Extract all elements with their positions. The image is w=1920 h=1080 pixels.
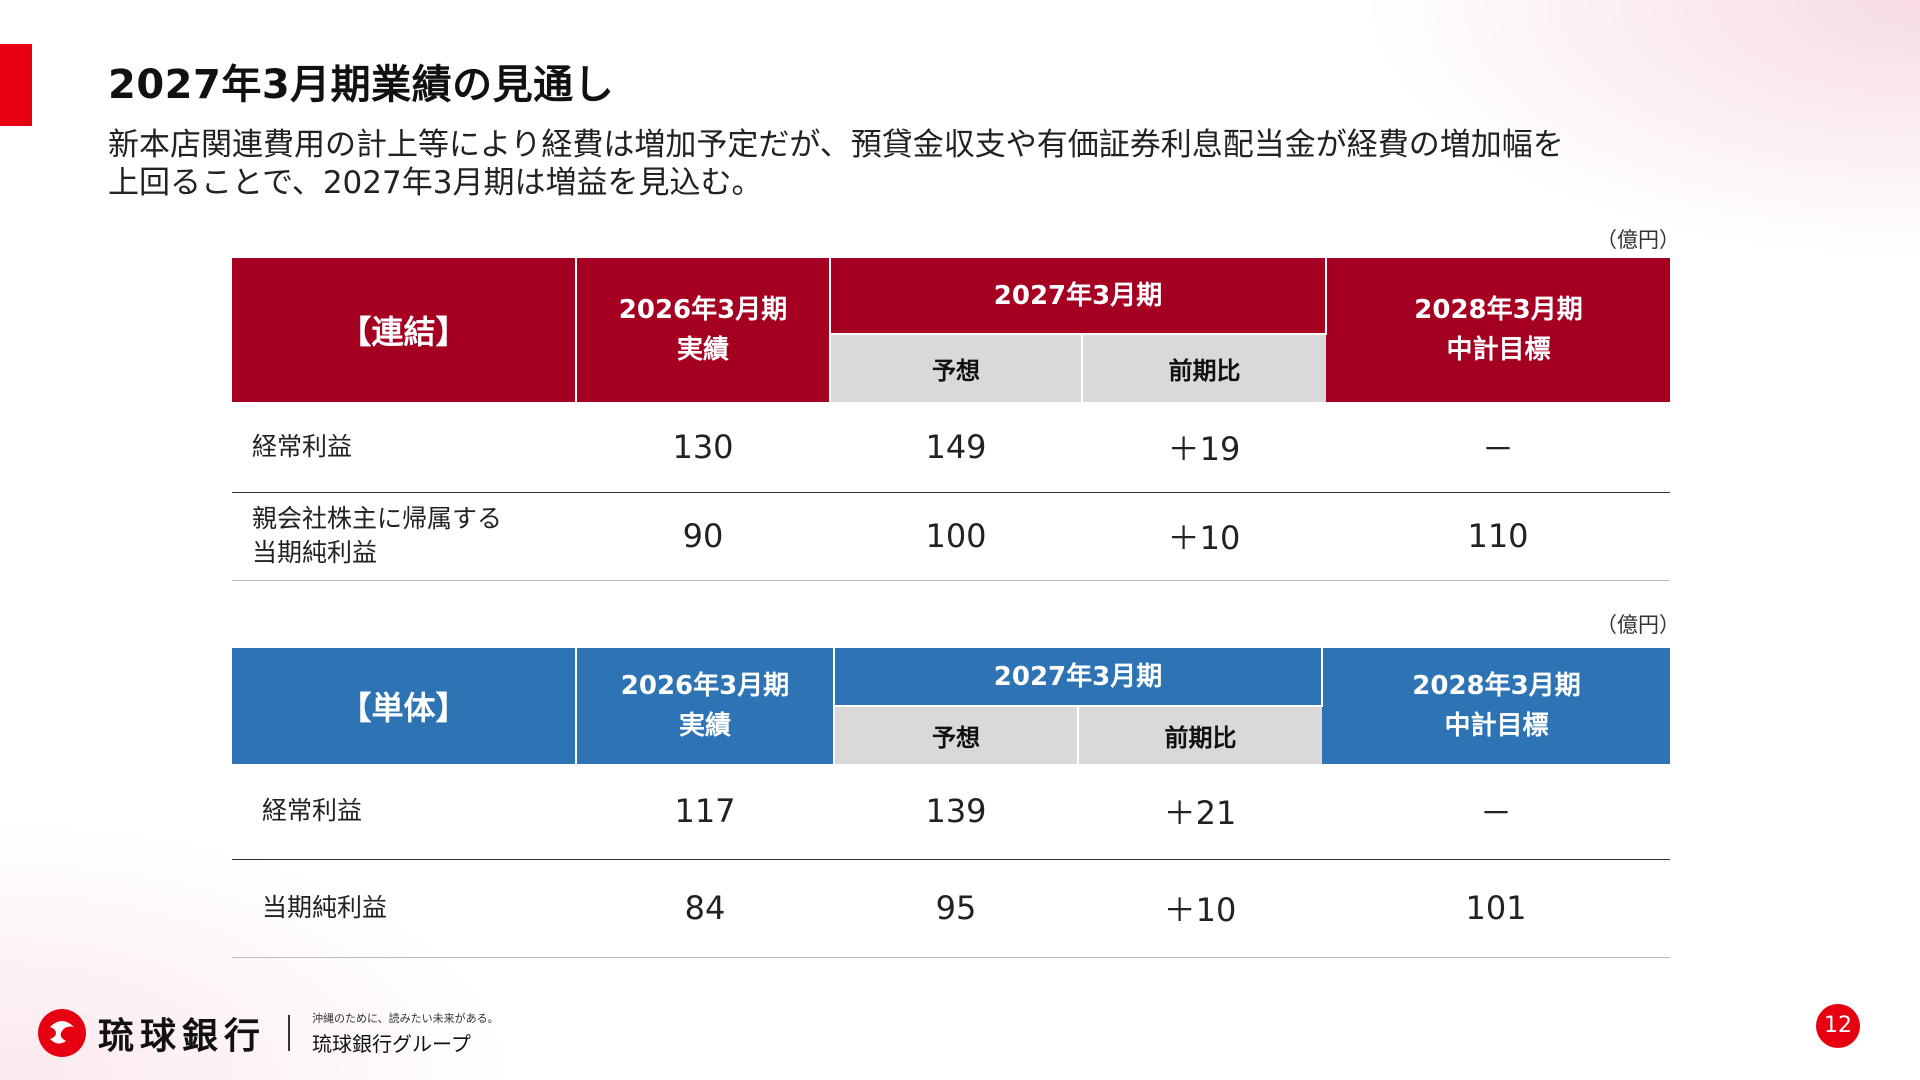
unit-label: （億円） <box>1596 613 1680 637</box>
group-block: 沖縄のために、読みたい未来がある。 琉球銀行グループ <box>312 1010 499 1057</box>
column-header-target: 2028年3月期 中計目標 <box>1322 648 1670 764</box>
segment-header: 【連結】 <box>232 258 577 402</box>
column-group-header: 2027年3月期 <box>830 258 1327 334</box>
footer-logo: 琉球銀行 沖縄のために、読みたい未来がある。 琉球銀行グループ <box>36 1007 499 1059</box>
consolidated-table: 【連結】 2026年3月期 実績 2027年3月期 2028年3月期 中計目標 … <box>232 258 1670 581</box>
header-line: 実績 <box>678 711 731 741</box>
column-header-forecast: 予想 <box>834 705 1079 764</box>
lead-text: 新本店関連費用の計上等により経費は増加予定だが、預貸金収支や有価証券利息配当金が… <box>108 126 1828 202</box>
cell-actual: 90 <box>682 517 724 555</box>
column-group-header: 2027年3月期 <box>834 648 1323 706</box>
group-name: 琉球銀行グループ <box>312 1031 471 1056</box>
unit-label: （億円） <box>1596 228 1680 252</box>
column-header-change: 前期比 <box>1078 705 1322 764</box>
cell-actual: 130 <box>672 427 734 466</box>
cell-actual: 117 <box>674 792 736 831</box>
page-title: 2027年3月期業績の見通し <box>108 62 615 108</box>
cell-change: ＋21 <box>1163 794 1237 833</box>
bank-name: 琉球銀行 <box>98 1015 267 1057</box>
row-label-line: 親会社株主に帰属する <box>252 504 503 533</box>
cell-target: － <box>1481 429 1514 468</box>
cell-forecast: 95 <box>935 889 977 927</box>
column-header-change: 前期比 <box>1082 333 1326 402</box>
cell-target: 101 <box>1465 889 1527 927</box>
header-line: 中計目標 <box>1444 711 1549 741</box>
ryukyu-bank-logo-icon <box>38 1009 86 1057</box>
table-row: 経常利益 117 139 ＋21 － <box>232 764 1670 859</box>
cell-actual: 84 <box>684 889 726 927</box>
row-label: 経常利益 <box>252 431 353 461</box>
page-number: 12 <box>1816 1004 1860 1048</box>
standalone-table: 【単体】 2026年3月期 実績 2027年3月期 2028年3月期 中計目標 … <box>232 648 1670 958</box>
cell-forecast: 149 <box>925 427 987 466</box>
row-label: 親会社株主に帰属する 当期純利益 <box>232 492 576 580</box>
background-decoration <box>0 820 520 1080</box>
row-label: 当期純利益 <box>262 893 388 922</box>
cell-target: 110 <box>1467 517 1529 555</box>
lead-text-line: 上回ることで、2027年3月期は増益を見込む。 <box>108 165 763 201</box>
column-header-actual: 2026年3月期 実績 <box>576 258 831 402</box>
header-line: 2028年3月期 <box>1412 671 1581 701</box>
lead-text-line: 新本店関連費用の計上等により経費は増加予定だが、預貸金収支や有価証券利息配当金が… <box>108 127 1564 163</box>
tagline: 沖縄のために、読みたい未来がある。 <box>312 1011 499 1025</box>
header-line: 2028年3月期 <box>1414 295 1583 325</box>
cell-target: － <box>1479 794 1512 833</box>
background-decoration <box>1360 0 1920 260</box>
column-header-actual: 2026年3月期 実績 <box>576 648 835 764</box>
cell-change: ＋19 <box>1167 429 1241 468</box>
cell-forecast: 100 <box>925 517 987 555</box>
segment-header: 【単体】 <box>232 648 577 764</box>
table-row: 親会社株主に帰属する 当期純利益 90 100 ＋10 110 <box>232 492 1670 580</box>
header-line: 実績 <box>676 335 729 365</box>
header-line: 2026年3月期 <box>618 295 788 325</box>
row-label-line: 当期純利益 <box>252 538 378 567</box>
table-row: 当期純利益 84 95 ＋10 101 <box>232 859 1670 957</box>
logo-divider <box>288 1015 291 1051</box>
cell-change: ＋10 <box>1163 891 1237 929</box>
cell-forecast: 139 <box>925 792 987 831</box>
header-line: 2026年3月期 <box>620 671 790 701</box>
row-label: 経常利益 <box>262 796 363 826</box>
title-accent-bar <box>0 44 32 126</box>
column-header-target: 2028年3月期 中計目標 <box>1326 258 1670 402</box>
cell-change: ＋10 <box>1167 519 1241 557</box>
header-line: 中計目標 <box>1446 335 1551 365</box>
table-row: 経常利益 130 149 ＋19 － <box>232 402 1670 492</box>
column-header-forecast: 予想 <box>830 333 1083 402</box>
